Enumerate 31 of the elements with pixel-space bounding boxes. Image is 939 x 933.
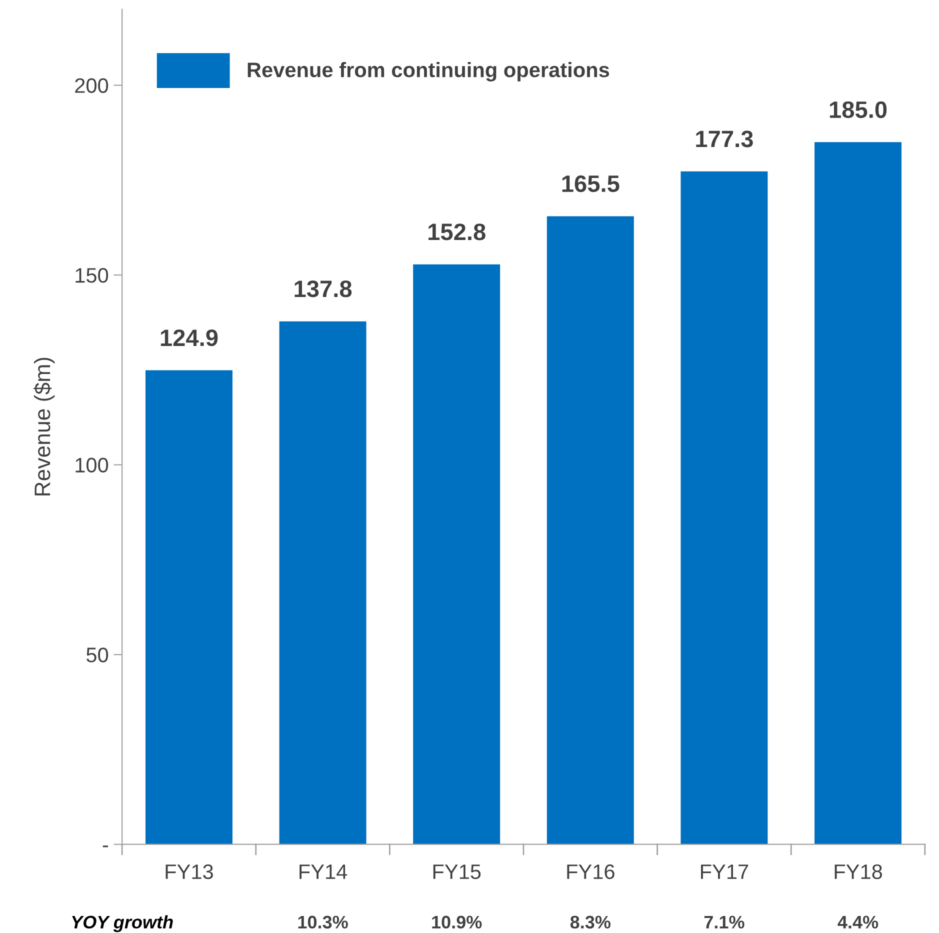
data-label: 137.8 [294, 280, 352, 298]
x-tick-label: FY16 [567, 864, 614, 880]
bar [546, 216, 634, 844]
data-label: 185.0 [830, 101, 887, 118]
text: 7.1% [704, 916, 744, 929]
y-tick-label: - [102, 846, 108, 848]
y-tick-label: 150 [76, 268, 108, 283]
text: 10.9% [432, 916, 482, 929]
bar [680, 171, 768, 844]
x-tick-label: FY13 [166, 864, 213, 880]
x-tick-label: FY17 [701, 864, 748, 879]
bar [814, 142, 902, 844]
bar [279, 321, 366, 844]
x-tick-label: FY15 [433, 864, 481, 880]
data-label: 165.5 [562, 175, 620, 192]
text: 8.3% [570, 916, 610, 929]
text: 4.4% [838, 916, 878, 929]
legend-label: Revenue from continuing operations [248, 62, 610, 82]
y-tick-label: 50 [86, 648, 108, 662]
data-label: 177.3 [696, 130, 753, 148]
bar [145, 370, 232, 844]
bar [413, 264, 500, 844]
y-tick-label: 200 [75, 78, 108, 93]
x-tick-label: FY18 [834, 864, 882, 880]
y-axis-title: Revenue ($m) [34, 358, 55, 496]
data-label: 152.8 [428, 224, 486, 240]
text: YOY growth [72, 915, 173, 932]
text: 10.3% [298, 916, 348, 929]
y-tick-label: 100 [76, 458, 108, 473]
x-tick-label: FY14 [300, 864, 348, 879]
data-label: 124.9 [160, 329, 218, 346]
